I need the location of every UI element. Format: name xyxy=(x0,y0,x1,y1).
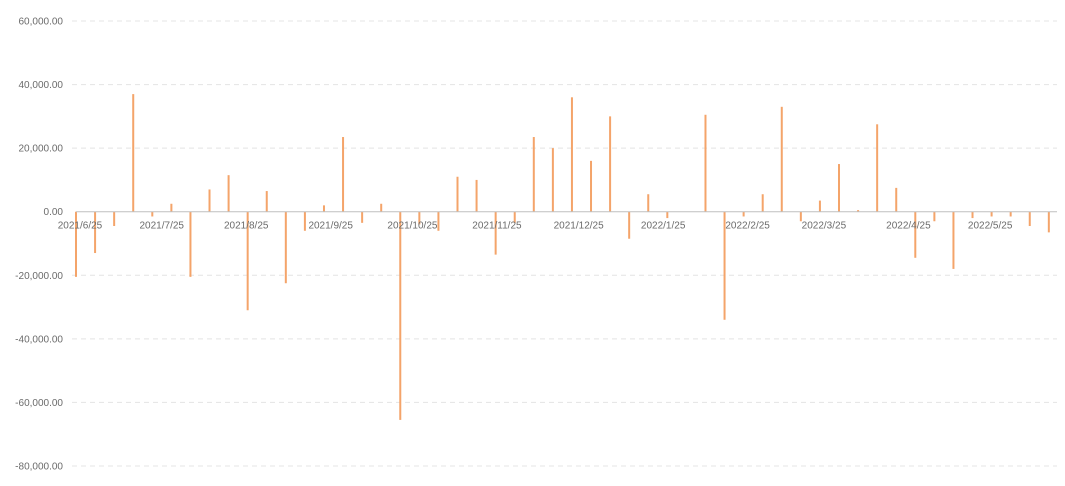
bar xyxy=(952,211,955,269)
x-tick-label: 2021/7/25 xyxy=(140,221,185,232)
x-tick-label: 2022/1/25 xyxy=(641,221,686,232)
bar xyxy=(170,203,173,212)
y-tick-label: -40,000.00 xyxy=(15,334,63,345)
bar xyxy=(971,211,974,219)
bar xyxy=(418,211,421,225)
bar xyxy=(609,116,612,212)
y-tick-label: -80,000.00 xyxy=(15,462,63,473)
bar xyxy=(1009,211,1012,217)
x-tick-label: 2021/10/25 xyxy=(387,221,437,232)
y-tick-label: 60,000.00 xyxy=(19,17,64,28)
bar xyxy=(265,191,268,212)
bar xyxy=(1028,211,1031,227)
bar xyxy=(647,194,650,212)
bar xyxy=(113,211,116,227)
x-tick-label: 2022/4/25 xyxy=(886,221,931,232)
x-tick-label: 2021/8/25 xyxy=(224,221,269,232)
y-tick-label: -60,000.00 xyxy=(15,398,63,409)
bar xyxy=(94,211,97,254)
bar xyxy=(628,211,631,239)
bar xyxy=(551,148,554,212)
bar xyxy=(246,211,249,311)
x-tick-label: 2021/11/25 xyxy=(472,221,522,232)
bar xyxy=(570,97,573,212)
bar xyxy=(494,211,497,255)
bar xyxy=(399,211,402,420)
y-axis-tick-labels: 60,000.00 40,000.00 20,000.00 0.00 -20,000.0… xyxy=(15,17,63,473)
bar xyxy=(666,211,669,219)
bar xyxy=(895,187,898,212)
bar xyxy=(75,211,77,277)
y-tick-label: 20,000.00 xyxy=(19,144,64,155)
bar xyxy=(437,211,440,231)
bar xyxy=(132,94,135,212)
bar xyxy=(380,203,383,212)
bar xyxy=(475,179,478,212)
bar xyxy=(227,175,230,212)
x-tick-label: 2022/2/25 xyxy=(725,221,770,232)
bar xyxy=(933,211,936,222)
bar xyxy=(990,211,993,217)
bar xyxy=(532,137,535,212)
bars xyxy=(75,94,1050,420)
bar xyxy=(361,211,364,223)
bar xyxy=(799,211,802,222)
bar xyxy=(513,211,516,223)
bar xyxy=(704,114,707,212)
bar xyxy=(342,137,345,212)
bar xyxy=(761,194,764,212)
x-tick-label: 2021/12/25 xyxy=(554,221,604,232)
bar xyxy=(322,205,325,212)
bar xyxy=(876,124,879,212)
bar xyxy=(189,211,192,277)
bar xyxy=(857,210,860,212)
x-axis-tick-labels: 2021/6/25 2021/7/25 2021/8/25 2021/9/25 2021… xyxy=(58,221,1013,232)
bar xyxy=(838,164,840,212)
bar xyxy=(303,211,306,231)
x-tick-label: 2021/6/25 xyxy=(58,221,103,232)
bar xyxy=(208,189,211,212)
bar xyxy=(590,160,593,212)
x-tick-label: 2022/5/25 xyxy=(968,221,1013,232)
y-tick-label: 0.00 xyxy=(44,207,64,218)
x-tick-label: 2022/3/25 xyxy=(802,221,847,232)
y-tick-label: 40,000.00 xyxy=(19,80,64,91)
bar xyxy=(151,211,154,217)
bar xyxy=(456,176,459,212)
bar xyxy=(1047,211,1050,233)
bar xyxy=(742,211,745,217)
bar xyxy=(723,211,726,320)
grid-lines xyxy=(72,20,1057,467)
x-tick-label: 2021/9/25 xyxy=(308,221,353,232)
bar xyxy=(780,106,783,212)
bar xyxy=(284,211,287,284)
y-tick-label: -20,000.00 xyxy=(15,271,63,282)
bar xyxy=(914,211,917,258)
bar xyxy=(818,200,821,212)
